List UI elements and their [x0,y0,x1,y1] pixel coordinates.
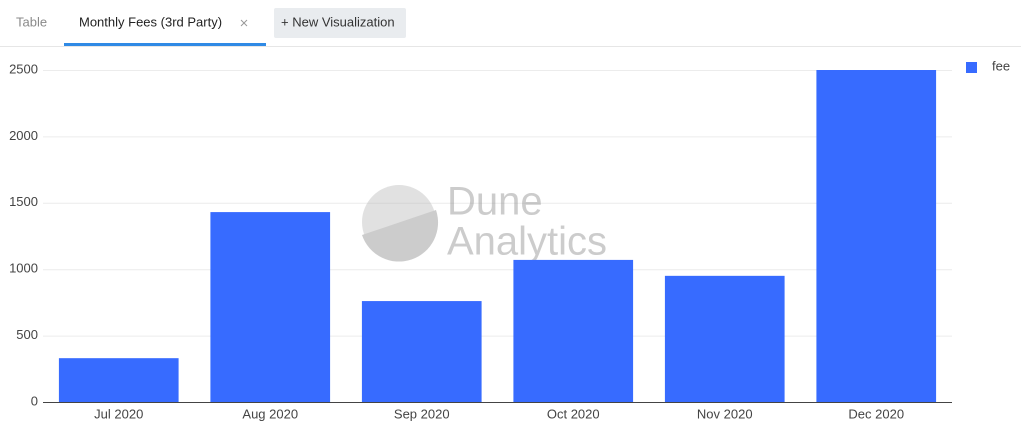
tab-table[interactable]: Table [16,14,47,29]
y-tick-label: 0 [31,393,38,408]
watermark-text: Analytics [447,220,607,264]
x-tick-label: Dec 2020 [848,406,904,421]
x-tick-label: Sep 2020 [394,406,450,421]
new-visualization-button[interactable] [274,8,406,38]
y-tick-label: 2500 [9,61,38,76]
bar [664,275,785,402]
y-tick-label: 2000 [9,128,38,143]
tab-close[interactable] [240,19,248,27]
x-tick-label: Oct 2020 [547,406,600,421]
watermark-text: Dune [447,180,543,224]
bar [361,301,482,402]
y-tick-label: 500 [16,327,38,342]
tab-active[interactable]: Monthly Fees (3rd Party) [79,14,222,29]
x-tick-label: Jul 2020 [94,406,143,421]
bar [513,259,634,402]
watermark: Dune Analytics [362,180,607,264]
active-underline [64,43,266,46]
x-tick-label: Aug 2020 [242,406,298,421]
bar [58,358,179,402]
legend-label: fee [992,58,1010,73]
new-visualization-label[interactable]: + New Visualization [281,14,395,29]
x-tick-label: Nov 2020 [697,406,753,421]
y-tick-label: 1500 [9,194,38,209]
bar [816,70,937,402]
bar [210,212,331,402]
legend-swatch [966,62,977,73]
y-tick-label: 1000 [9,261,38,276]
